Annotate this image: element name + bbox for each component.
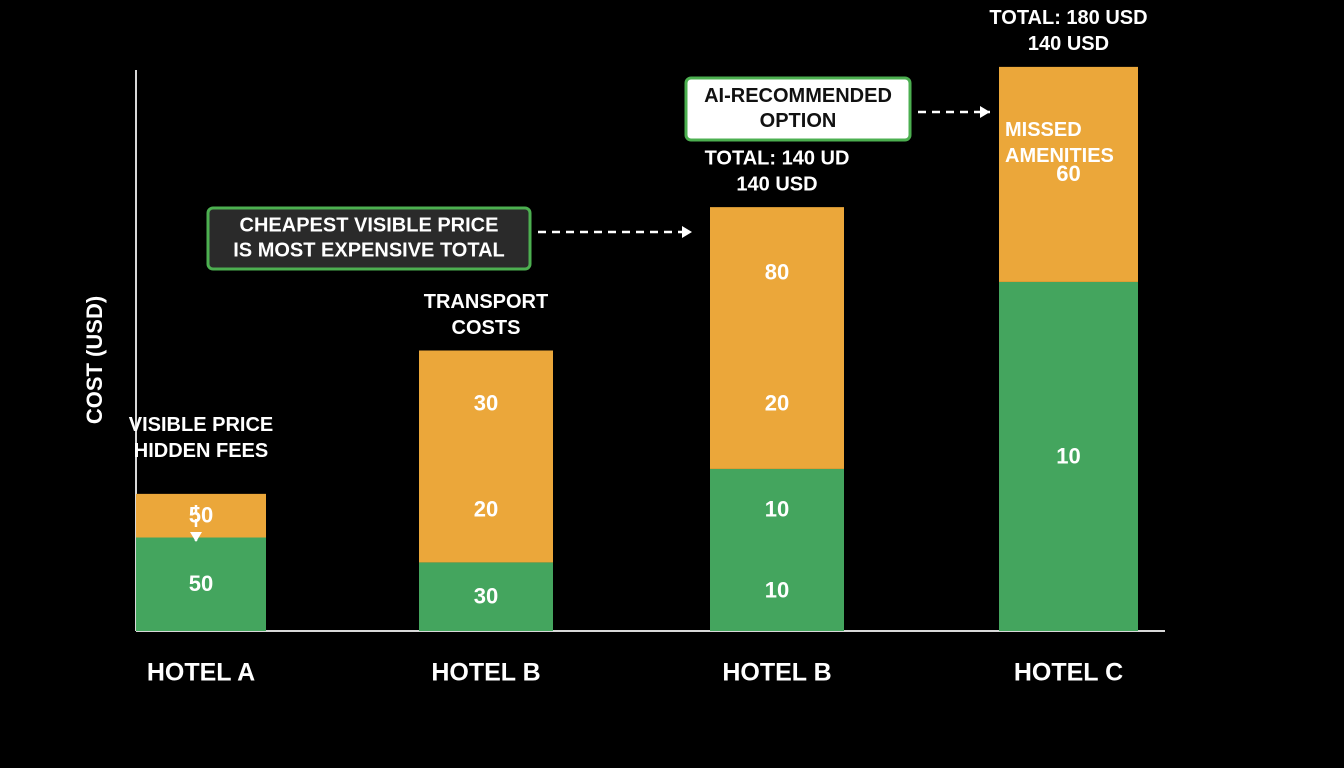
bar-2-top-label: TOTAL: 140 UD xyxy=(705,147,850,169)
bar-0-segment-0 xyxy=(136,537,266,631)
callout-1-box xyxy=(684,76,912,142)
hotel-a-down-arrow-head xyxy=(190,532,202,542)
bar-2-segment-0-label: 10 xyxy=(765,496,789,521)
bar-0-segment-1-label: 50 xyxy=(189,502,213,527)
bar-3-top-label: 140 USD xyxy=(1028,33,1109,55)
y-axis-label: COST (USD) xyxy=(82,296,107,424)
bar-3-segment-0-label: 10 xyxy=(1056,443,1080,468)
bar-2-segment-1-label: 20 xyxy=(765,390,789,415)
bar-1-top-label: TRANSPORT xyxy=(424,291,548,313)
bar-3-segment-0 xyxy=(999,281,1138,631)
bar-1-top-label: COSTS xyxy=(452,317,521,339)
bar-2-segment-1-label: 80 xyxy=(765,259,789,284)
callout-1-text: AI-RECOMMENDED xyxy=(704,85,892,107)
callout-1-arrow-head xyxy=(980,106,990,118)
bar-2-segment-1 xyxy=(710,207,844,469)
callout-0-text: IS MOST EXPENSIVE TOTAL xyxy=(233,239,505,261)
bar-0-top-label: VISIBLE PRICE xyxy=(129,414,273,436)
bar-0-segment-1 xyxy=(136,493,266,538)
bar-0-top-label: HIDDEN FEES xyxy=(134,440,268,462)
callout-0-arrow-head xyxy=(682,226,692,238)
x-tick-label-0: HOTEL A xyxy=(147,659,255,687)
bar-1-segment-0 xyxy=(419,562,553,631)
callout-0-text: CHEAPEST VISIBLE PRICE xyxy=(240,214,499,236)
bar-3-segment-1 xyxy=(999,66,1138,282)
callout-1-text: OPTION xyxy=(760,110,837,132)
bar-1-segment-1-label: 20 xyxy=(474,496,498,521)
x-tick-label-2: HOTEL B xyxy=(722,659,831,687)
bar-2-segment-0-label: 10 xyxy=(765,577,789,602)
bar-2-top-label: 140 USD xyxy=(736,173,817,195)
callout-0-box xyxy=(206,206,532,271)
x-tick-label-3: HOTEL C xyxy=(1014,659,1123,687)
bar-1-segment-1 xyxy=(419,350,553,563)
bar-0-segment-0-label: 50 xyxy=(189,571,213,596)
bar-1-segment-0-label: 30 xyxy=(474,584,498,609)
inner-annotation-0: AMENITIES xyxy=(1005,145,1114,167)
bar-3-top-label: TOTAL: 180 USD xyxy=(989,7,1147,29)
x-tick-label-1: HOTEL B xyxy=(431,659,540,687)
bar-2-segment-0 xyxy=(710,468,844,631)
inner-annotation-0: MISSED xyxy=(1005,119,1082,141)
bar-3-segment-1-label: 60 xyxy=(1056,161,1080,186)
bar-1-segment-1-label: 30 xyxy=(474,390,498,415)
